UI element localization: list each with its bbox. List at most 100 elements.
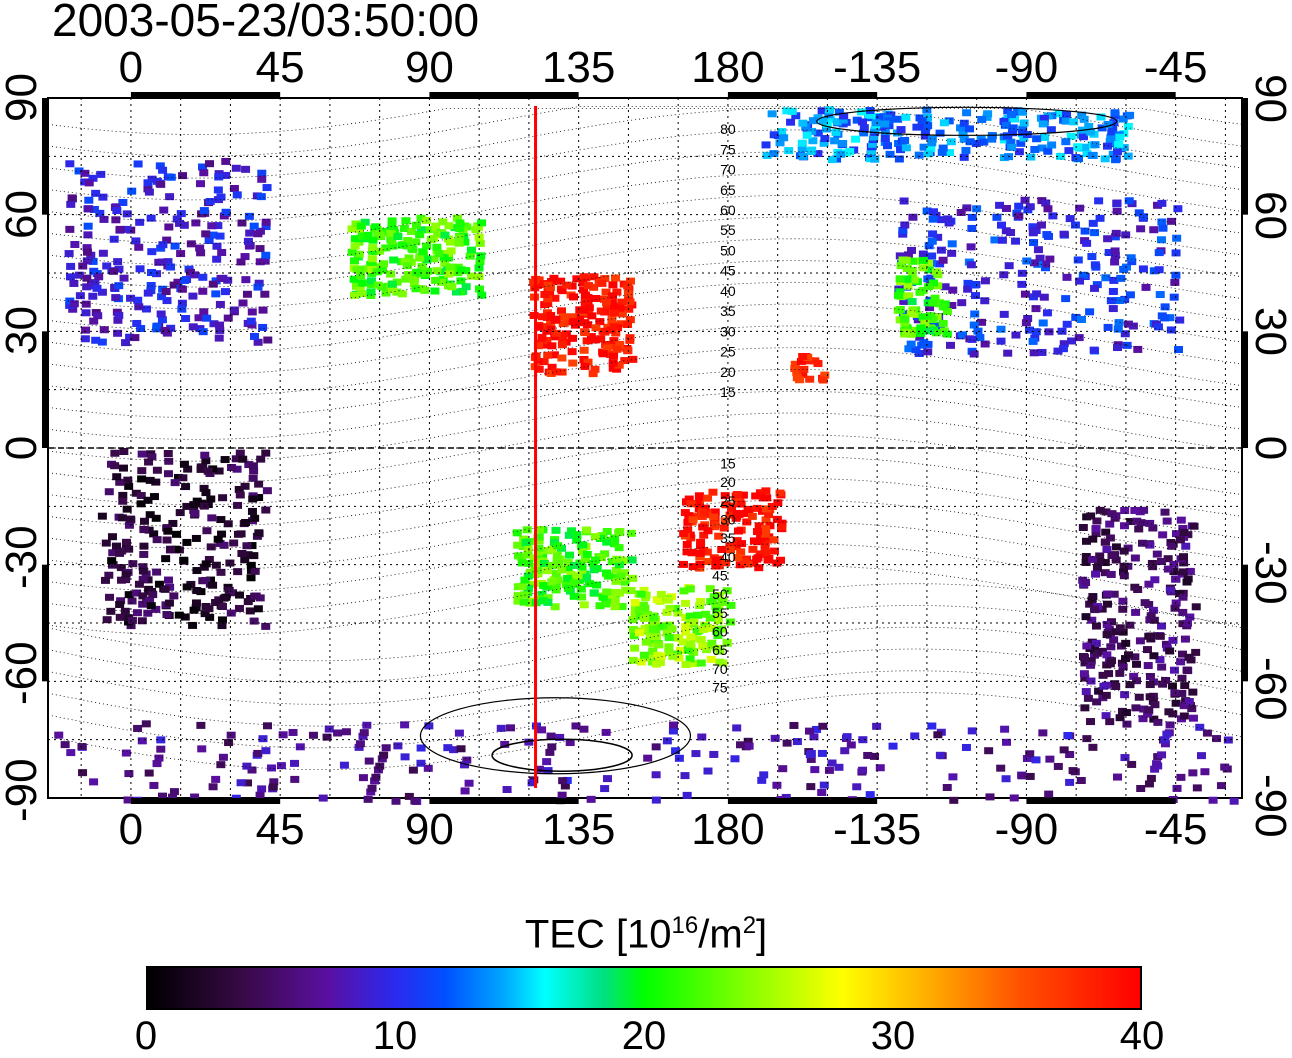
tec-cell-north-america (1103, 323, 1113, 331)
tec-cell-arctic-north (1066, 132, 1076, 140)
tec-cell-new-zealand (712, 607, 722, 615)
tec-cell-australia (512, 529, 522, 537)
tec-cell-antarctica (527, 779, 537, 787)
tec-cell-europe (195, 244, 205, 252)
tec-cell-japan-east-asia (542, 341, 552, 349)
tec-cell-north-america (1110, 251, 1120, 259)
tec-cell-south-america (1130, 554, 1140, 562)
tec-cell-pacific-south (688, 516, 698, 524)
lon-tick-top: -90 (994, 43, 1059, 92)
tec-cell-new-zealand (664, 634, 674, 642)
tec-cell-europe (204, 236, 214, 244)
tec-cell-pacific-south (725, 542, 735, 550)
tec-cell-north-america (1111, 229, 1121, 237)
tec-cell-europe (244, 212, 254, 220)
tec-cell-africa (183, 465, 193, 473)
tec-cell-central-asia (407, 227, 417, 235)
tec-cell-africa (144, 458, 154, 466)
tec-cell-north-america-west (912, 310, 922, 318)
tec-cell-north-america-west (909, 276, 919, 284)
tec-cell-central-asia (388, 242, 398, 250)
tec-cell-arctic-north (834, 108, 844, 116)
tec-cell-north-america (1120, 330, 1130, 338)
tec-cell-new-zealand (698, 642, 708, 650)
tec-cell-japan-east-asia (546, 319, 556, 327)
tec-cell-europe (181, 315, 191, 323)
tec-cell-new-zealand (681, 599, 691, 607)
tec-cell-europe (65, 160, 75, 168)
tec-cell-pacific-south (756, 534, 766, 542)
tec-cell-arctic-north (1026, 153, 1036, 161)
tec-cell-central-asia (452, 214, 462, 222)
tec-cell-north-america (1070, 221, 1080, 229)
tec-cell-south-america (1165, 647, 1175, 655)
tec-cell-antarctica (1160, 740, 1170, 748)
tec-cell-north-america (1114, 319, 1124, 327)
tec-cell-central-asia (401, 217, 411, 225)
tec-cell-australia (539, 559, 549, 567)
tec-cell-pacific-south (759, 494, 769, 502)
tec-cell-australia (582, 573, 592, 581)
tec-cell-pacific-south (695, 542, 705, 550)
tec-cell-antarctica (546, 732, 556, 740)
tec-cell-north-america (1082, 239, 1092, 247)
tec-cell-pacific-south (719, 524, 729, 532)
tec-cell-africa (234, 591, 244, 599)
colorbar-label-sup2: 2 (742, 912, 757, 939)
tec-cell-africa (232, 465, 242, 473)
tec-cell-europe (208, 280, 218, 288)
tec-cell-japan-east-asia (564, 318, 574, 326)
tec-cell-north-america-west (930, 294, 940, 302)
lat-tick-left: 0 (0, 435, 46, 461)
tec-cell-arctic-north (839, 112, 849, 120)
tec-cell-south-america (1132, 677, 1142, 685)
tec-cell-arctic-north (762, 151, 772, 159)
tec-cell-south-america (1101, 508, 1111, 516)
tec-cell-europe (135, 218, 145, 226)
tec-cell-pacific-south (710, 508, 720, 516)
tec-cell-africa (200, 451, 210, 459)
tec-cell-australia (577, 593, 587, 601)
tec-cell-europe (161, 288, 171, 296)
tec-cell-antarctica (410, 797, 420, 805)
tec-cell-north-america (1001, 204, 1011, 212)
tec-cell-australia (611, 574, 621, 582)
tec-cell-arctic-north (869, 133, 879, 141)
tec-cell-south-america (1152, 550, 1162, 558)
tec-cell-europe (82, 274, 92, 282)
tec-cell-south-america (1120, 522, 1130, 530)
tec-cell-pacific-south (761, 548, 771, 556)
tec-cell-north-america (936, 216, 946, 224)
tec-cell-japan-east-asia (580, 362, 590, 370)
tec-cell-south-america (1120, 507, 1130, 515)
tec-cell-europe (99, 326, 109, 334)
axis-bar-left (42, 564, 48, 682)
tec-cell-arctic-north (1110, 109, 1120, 117)
axis-bar-top (429, 92, 579, 98)
tec-cell-arctic-north (1002, 132, 1012, 140)
tec-cell-south-america (1133, 585, 1143, 593)
tec-cell-europe (176, 250, 186, 258)
tec-cell-europe (213, 186, 223, 194)
tec-cell-north-america (975, 334, 985, 342)
tec-cell-north-america (1138, 265, 1148, 273)
tec-cell-central-asia (349, 275, 359, 283)
tec-cell-europe (165, 193, 175, 201)
tec-cell-antarctica (789, 721, 799, 729)
tec-cell-arctic-north (859, 124, 869, 132)
tec-cell-south-america (1179, 529, 1189, 537)
tec-cell-new-zealand (651, 633, 661, 641)
tec-cell-europe (240, 253, 250, 261)
tec-cell-antarctica (852, 783, 862, 791)
tec-cell-antarctica (680, 772, 690, 780)
tec-cell-africa (139, 542, 149, 550)
tec-cell-europe (147, 175, 157, 183)
tec-cell-antarctica (149, 781, 159, 789)
tec-cell-south-america (1163, 565, 1173, 573)
tec-cell-europe (253, 283, 263, 291)
tec-cell-south-america (1177, 674, 1187, 682)
tec-cell-central-asia (455, 224, 465, 232)
tec-cell-europe (221, 208, 231, 216)
tec-cell-japan-east-asia (583, 282, 593, 290)
tec-cell-new-zealand (722, 638, 732, 646)
